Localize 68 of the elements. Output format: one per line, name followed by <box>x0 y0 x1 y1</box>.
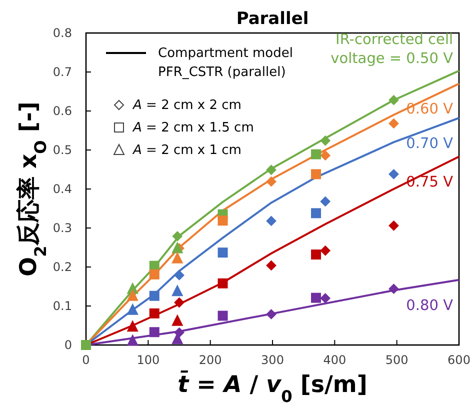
point <box>266 309 276 320</box>
series-label: 0.75 V <box>406 174 454 191</box>
annotation: A = 2 cm x 2 cm <box>132 98 242 113</box>
point <box>311 208 322 218</box>
y-tick-label: 0.4 <box>52 182 72 196</box>
x-tick-label: 0 <box>82 353 90 367</box>
x-tick-label: 600 <box>448 353 470 367</box>
y-tick-label: 0 <box>64 338 72 352</box>
point <box>174 270 184 280</box>
point <box>127 304 138 315</box>
point <box>388 220 399 231</box>
point <box>172 333 183 344</box>
y-tick-label: 0.5 <box>52 143 72 157</box>
point <box>172 252 183 264</box>
x-tick-label: 500 <box>385 353 408 367</box>
point <box>172 242 183 254</box>
point <box>311 250 322 260</box>
y-tick-label: 0.6 <box>52 104 72 118</box>
x-tick-label: 200 <box>198 353 222 367</box>
y-tick-label: 0.1 <box>52 299 72 313</box>
point <box>311 149 322 160</box>
point <box>81 340 91 350</box>
y-tick-label: 0.7 <box>52 65 72 79</box>
x-axis-title: t̄ = A / v$_{0}$ [s/m] <box>178 370 368 406</box>
point <box>172 314 183 326</box>
y-tick-label: 0.8 <box>52 26 72 40</box>
point <box>388 169 399 180</box>
point <box>388 95 399 106</box>
point <box>266 164 276 175</box>
y-tick-label: 0.2 <box>52 260 72 274</box>
point <box>127 290 138 301</box>
point <box>218 248 228 258</box>
point <box>320 136 330 146</box>
point <box>320 150 330 160</box>
annotation: A = 2 cm x 1.5 cm <box>132 120 254 136</box>
series-label: 0.70 V <box>406 136 454 152</box>
point <box>320 293 330 304</box>
point <box>127 320 138 332</box>
point <box>218 278 228 288</box>
point <box>320 196 330 206</box>
chart-title: Parallel <box>236 9 309 29</box>
point <box>218 310 228 321</box>
x-tick-label: 400 <box>323 353 346 367</box>
annotation: A = 2 cm x 1 cm <box>132 143 242 158</box>
point <box>311 169 322 180</box>
point <box>149 327 160 338</box>
point <box>266 176 276 187</box>
point <box>311 292 322 303</box>
point <box>149 308 160 318</box>
y-tick-label: 0.3 <box>52 221 72 235</box>
point <box>172 231 182 242</box>
point <box>149 290 160 301</box>
point <box>266 216 276 226</box>
x-tick-label: 100 <box>136 353 160 367</box>
point <box>320 246 330 256</box>
point <box>266 260 276 270</box>
x-tick-label: 300 <box>261 353 284 367</box>
point <box>127 334 138 346</box>
series-label: 0.60 V <box>406 102 454 118</box>
point <box>218 216 228 226</box>
annotation: Compartment model PFR_CSTR (parallel) <box>158 46 293 80</box>
point <box>149 269 160 280</box>
point <box>388 284 399 294</box>
series-label: IR-corrected cell voltage = 0.50 V <box>330 32 454 67</box>
point <box>172 285 183 296</box>
point <box>388 118 399 128</box>
point <box>174 297 184 308</box>
series-label: 0.80 V <box>406 298 454 314</box>
